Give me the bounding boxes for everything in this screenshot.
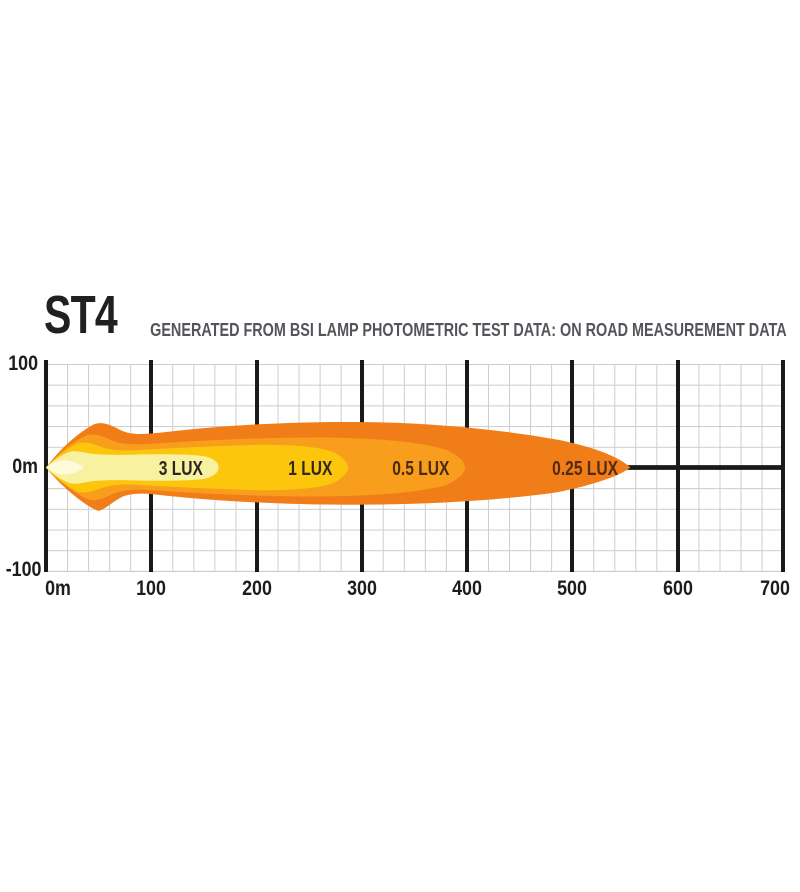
x-axis-tick-700: 700 xyxy=(760,577,790,600)
x-axis-tick-400: 400 xyxy=(452,577,482,600)
x-axis-tick-100: 100 xyxy=(136,577,167,600)
x-axis-tick-600: 600 xyxy=(662,577,693,600)
beam-zone-3lux xyxy=(46,451,219,484)
zone-label-3lux: 3 LUX xyxy=(159,457,203,479)
x-axis-tick-500: 500 xyxy=(557,577,588,600)
zone-label-05lux: 0.5 LUX xyxy=(392,457,449,479)
x-axis-tick-0m: 0m xyxy=(45,577,71,600)
y-axis-tick-100: 100 xyxy=(8,352,38,375)
y-axis-tick-0m: 0m xyxy=(12,455,38,478)
beam-zone-labels: 3 LUX 1 LUX 0.5 LUX 0.25 LUX xyxy=(159,457,618,479)
product-title: ST4 xyxy=(44,285,118,345)
zone-label-1lux: 1 LUX xyxy=(288,457,332,479)
y-axis-tick-neg100: -100 xyxy=(5,558,42,581)
x-axis-tick-300: 300 xyxy=(346,577,377,600)
beam-pattern-chart: 3 LUX 1 LUX 0.5 LUX 0.25 LUX xyxy=(44,360,785,572)
x-axis-tick-200: 200 xyxy=(241,577,272,600)
beam-hotspot xyxy=(46,460,84,475)
chart-subtitle: GENERATED FROM BSI LAMP PHOTOMETRIC TEST… xyxy=(150,320,787,340)
beam-plot xyxy=(46,421,783,511)
zone-label-025lux: 0.25 LUX xyxy=(552,457,618,479)
